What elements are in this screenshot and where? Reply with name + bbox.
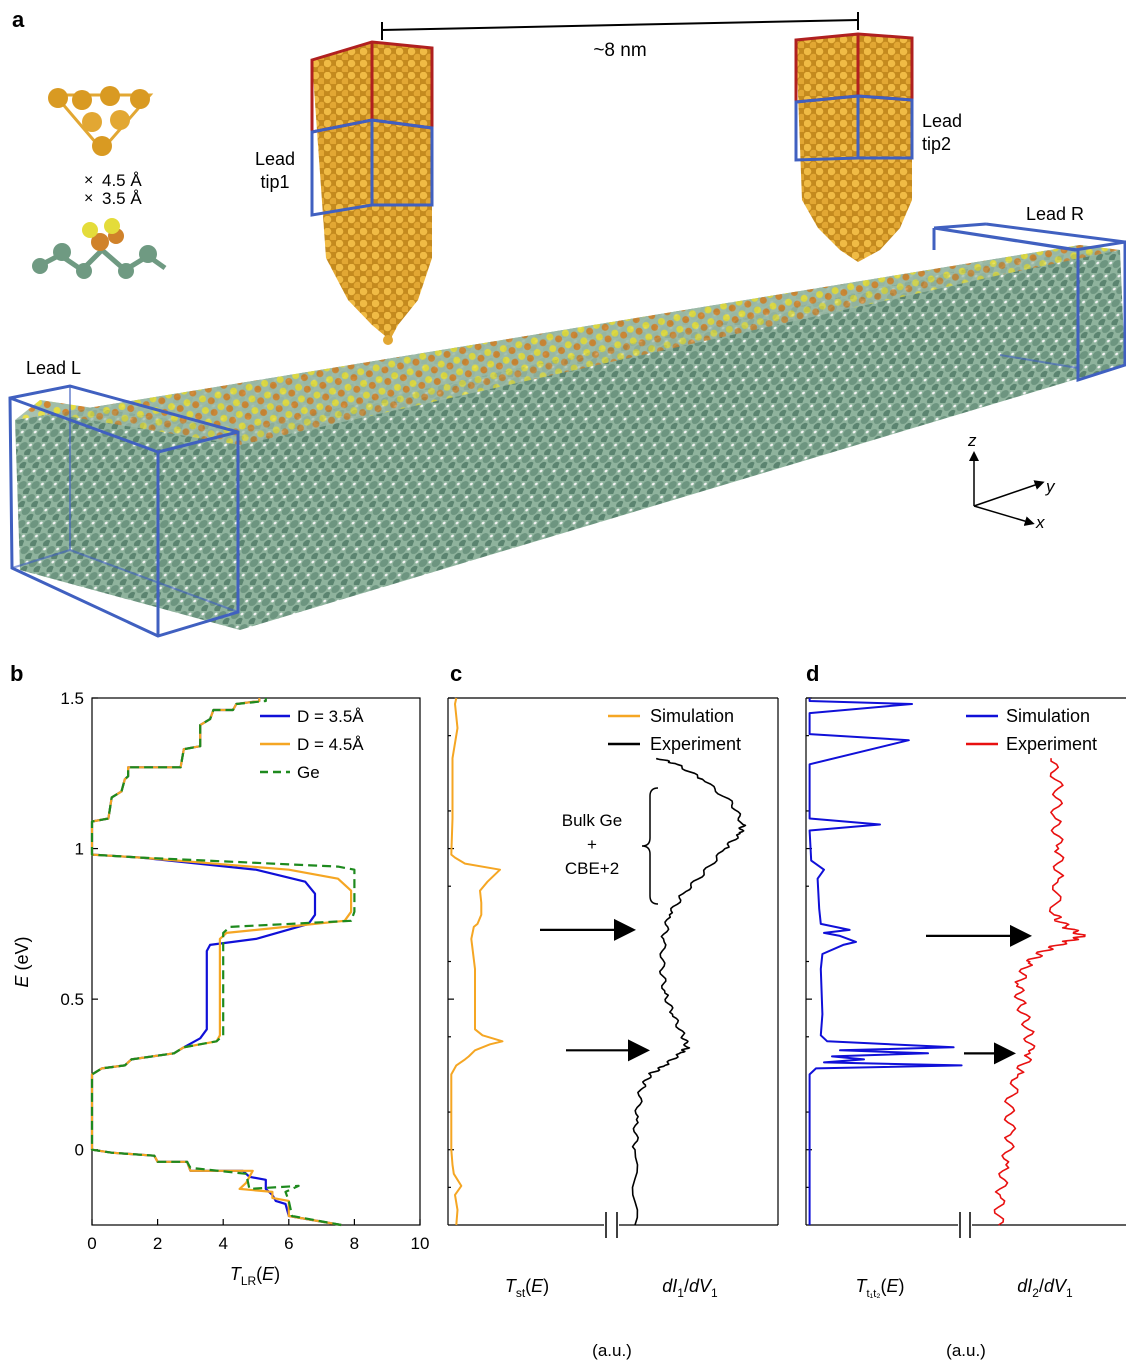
arrow-head — [994, 1042, 1016, 1065]
lead-tip1-structure — [310, 40, 434, 345]
panel-b-xlabel: TLR(E) — [230, 1264, 280, 1288]
panel-b-label: b — [10, 661, 23, 686]
legend-c-simulation: Simulation — [650, 706, 734, 726]
distance-scale-bar: ~8 nm — [381, 12, 859, 61]
panel-c-xunit: (a.u.) — [592, 1341, 632, 1360]
annotation-line2: + — [587, 835, 597, 854]
lead-l-box — [8, 384, 240, 638]
lead-tip2-structure — [794, 32, 914, 262]
series-b-1 — [90, 698, 353, 1227]
marker-cross-orange: × — [84, 172, 93, 189]
d-series-0 — [808, 698, 963, 1225]
panel-d-legend: Simulation Experiment — [966, 706, 1097, 754]
legend-b-ge: Ge — [297, 763, 320, 782]
legend-b-3p5: D = 3.5Å — [297, 707, 364, 726]
lead-tip1-label-line1: Lead — [255, 149, 295, 169]
panel-b: b 0 2 4 6 8 10 0 0.5 1 1.5 E (eV) TLR(E) D = 3.5Å… — [10, 661, 429, 1288]
panel-d-series — [808, 698, 1086, 1226]
b-ytick-label: 1.5 — [60, 689, 84, 708]
legend-b-4p5: D = 4.5Å — [297, 735, 364, 754]
panel-b-series — [90, 698, 356, 1227]
distance-label: ~8 nm — [593, 40, 646, 61]
lead-tip2-label-line1: Lead — [922, 111, 962, 131]
legend-d-simulation: Simulation — [1006, 706, 1090, 726]
series-b-2 — [90, 698, 356, 1227]
lead-tip1-label-line2: tip1 — [260, 172, 289, 192]
arrow-head — [628, 1039, 650, 1062]
axis-z-label: z — [967, 431, 977, 450]
legend-c-experiment: Experiment — [650, 734, 741, 754]
marker-cross-blue: × — [84, 190, 93, 207]
panel-d: d Simulation Experiment Tt₁t₂(E) dI2/dV1… — [805, 661, 1126, 1360]
inset-label-4p5: 4.5 Å — [102, 171, 142, 190]
panel-c-series — [450, 697, 747, 1226]
panel-b-ylabel: E (eV) — [12, 936, 32, 987]
panel-c-arrows — [540, 918, 650, 1062]
annotation-line3: CBE+2 — [565, 859, 619, 878]
panel-c-xlabel-right: dI1/dV1 — [662, 1276, 718, 1300]
b-xtick-label: 6 — [284, 1234, 293, 1253]
germanium-slab — [15, 245, 1125, 630]
axis-x-label: x — [1035, 513, 1045, 532]
annotation-brace — [641, 787, 659, 905]
lead-l-label: Lead L — [26, 358, 81, 378]
axes-triad: z y x — [967, 431, 1056, 532]
bulk-ge-annotation: Bulk Ge + CBE+2 — [562, 787, 659, 905]
lead-r-box — [932, 222, 1126, 383]
panel-c-label: c — [450, 661, 462, 686]
axis-y-label: y — [1045, 477, 1056, 496]
panel-c-xlabel-left: Tst(E) — [505, 1276, 549, 1300]
inset-top-view — [48, 86, 154, 156]
panel-c-legend: Simulation Experiment — [608, 706, 741, 754]
arrow-head — [1010, 924, 1032, 947]
d-series-1 — [993, 758, 1086, 1226]
c-series-1 — [631, 757, 747, 1226]
panel-d-label: d — [806, 661, 819, 686]
lead-r-label: Lead R — [1026, 204, 1084, 224]
b-xtick-label: 0 — [87, 1234, 96, 1253]
panel-b-legend: D = 3.5Å D = 4.5Å Ge — [260, 707, 364, 782]
b-xtick-label: 2 — [153, 1234, 162, 1253]
b-xtick-label: 8 — [350, 1234, 359, 1253]
panel-d-xlabel-left: Tt₁t₂(E) — [855, 1276, 904, 1300]
annotation-line1: Bulk Ge — [562, 811, 622, 830]
b-ytick-label: 0.5 — [60, 990, 84, 1009]
c-series-0 — [450, 697, 504, 1226]
lead-tip2-label-line2: tip2 — [922, 134, 951, 154]
panel-a: a × × 4.5 Å 3.5 Å — [8, 7, 1126, 638]
panel-b-frame — [91, 697, 421, 1226]
legend-d-experiment: Experiment — [1006, 734, 1097, 754]
inset-markers: × × 4.5 Å 3.5 Å — [84, 171, 142, 208]
inset-side-view — [32, 218, 167, 279]
panel-a-label: a — [12, 7, 25, 32]
panel-d-xlabel-right: dI2/dV1 — [1017, 1276, 1073, 1300]
panel-d-arrows — [926, 924, 1032, 1065]
b-ytick-label: 1 — [75, 840, 84, 859]
b-xtick-label: 10 — [411, 1234, 430, 1253]
panel-b-ticks: 0 2 4 6 8 10 0 0.5 1 1.5 — [60, 689, 429, 1253]
arrow-head — [614, 918, 636, 941]
inset-label-3p5: 3.5 Å — [102, 189, 142, 208]
b-ytick-label: 0 — [75, 1141, 84, 1160]
panel-c: c Simulation Experiment Bulk Ge + CBE+2 … — [447, 661, 779, 1360]
b-xtick-label: 4 — [218, 1234, 227, 1253]
panel-d-xunit: (a.u.) — [946, 1341, 986, 1360]
